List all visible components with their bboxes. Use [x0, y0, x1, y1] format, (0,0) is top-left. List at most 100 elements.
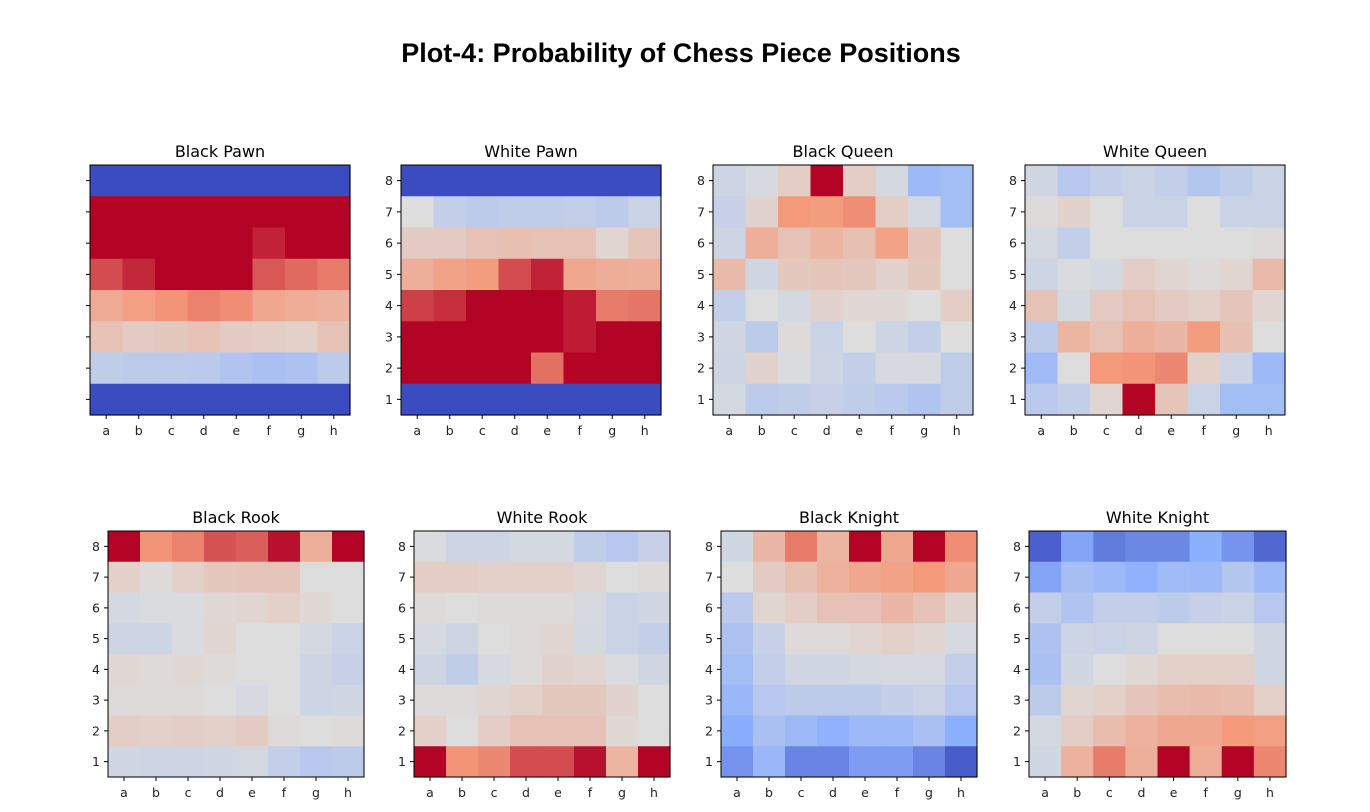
heatmap-cell — [817, 746, 850, 778]
y-tick-label: 8 — [1013, 539, 1021, 554]
heatmap-cell — [268, 684, 301, 717]
y-tick-label: 2 — [1013, 723, 1021, 738]
heatmap-cell — [1029, 561, 1062, 594]
heatmap-cell — [1025, 352, 1059, 385]
heatmap-cell — [940, 227, 974, 260]
heatmap-cell — [466, 383, 500, 416]
heatmap-cell — [285, 258, 319, 291]
heatmap-cell — [1025, 165, 1059, 197]
heatmap-cell — [220, 227, 254, 260]
heatmap-cell — [1189, 715, 1223, 747]
heatmap-cell — [1220, 258, 1254, 291]
heatmap-cell — [1187, 227, 1221, 260]
heatmap-cell — [817, 654, 850, 686]
heatmap-black-queen: Black Queen a b c d e f g h 8 7 6 5 4 3 2 1 — [697, 142, 974, 438]
heatmap-cell — [1125, 654, 1159, 686]
heatmap-cell — [90, 352, 124, 385]
x-tick-label: d — [216, 785, 224, 800]
heatmap-cell — [478, 561, 511, 594]
heatmap-cell — [478, 746, 511, 778]
heatmap-cell — [810, 321, 844, 354]
x-tick-label: b — [446, 423, 454, 438]
heatmap-cell — [606, 561, 639, 594]
heatmap-cell — [940, 321, 974, 354]
heatmap-cell — [300, 715, 333, 747]
plot-title: Black Queen — [793, 142, 894, 161]
heatmap-cell — [1252, 227, 1286, 260]
heatmap-cell — [332, 592, 365, 624]
heatmap-cell — [285, 290, 319, 322]
y-tick-label: 2 — [92, 723, 100, 738]
heatmap-cell — [122, 383, 156, 416]
heatmap-cell — [401, 227, 435, 260]
y-tick-label: 3 — [385, 329, 393, 344]
heatmap-cell — [945, 654, 978, 686]
heatmap-cell — [542, 654, 575, 686]
x-tick-label: c — [491, 785, 498, 800]
heatmap-cell — [332, 531, 365, 563]
heatmap-cell — [945, 531, 978, 563]
heatmap-cell — [606, 654, 639, 686]
x-tick-label: d — [823, 423, 831, 438]
heatmap-cell — [542, 684, 575, 717]
heatmap-cell — [1157, 715, 1191, 747]
heatmap-cell — [1090, 196, 1124, 229]
x-tick-label: c — [168, 423, 175, 438]
heatmap-cell — [810, 352, 844, 385]
heatmap-cell — [90, 290, 124, 322]
y-tick-label: 6 — [398, 600, 406, 615]
heatmap-cell — [713, 290, 747, 322]
heatmap-white-pawn: White Pawn a b c d e f g h 8 7 6 5 4 3 2 1 — [385, 142, 662, 438]
heatmap-cell — [155, 258, 189, 291]
heatmap-cell — [510, 561, 543, 594]
heatmap-cell — [1220, 227, 1254, 260]
heatmap-cell — [881, 623, 914, 655]
x-tick-label: a — [102, 423, 110, 438]
heatmap-cell — [498, 290, 532, 322]
x-tick-label: b — [1070, 423, 1078, 438]
heatmap-cell — [1253, 623, 1287, 655]
y-tick-label: 5 — [1013, 631, 1021, 646]
heatmap-cell — [1090, 321, 1124, 354]
x-tick-label: b — [458, 785, 466, 800]
heatmap-cell — [1189, 561, 1223, 594]
x-tick-label: a — [733, 785, 741, 800]
heatmap-cell — [414, 623, 447, 655]
heatmap-cell — [252, 165, 286, 197]
heatmap-cell — [596, 290, 630, 322]
heatmap-cell — [638, 715, 671, 747]
y-tick-label: 8 — [1009, 173, 1017, 188]
heatmap-cell — [122, 290, 156, 322]
heatmap-cell — [1252, 321, 1286, 354]
heatmap-cell — [187, 165, 221, 197]
heatmap-cell — [1061, 746, 1094, 778]
heatmap-cell — [1029, 592, 1062, 624]
heatmap-cell — [510, 623, 543, 655]
heatmap-cell — [1253, 561, 1287, 594]
heatmap-cell — [638, 654, 671, 686]
heatmap-cell — [940, 383, 974, 416]
heatmap-cell — [881, 531, 914, 563]
heatmap-cell — [563, 290, 597, 322]
heatmap-cell — [1155, 165, 1189, 197]
heatmap-cell — [596, 165, 630, 197]
heatmap-cell — [531, 165, 565, 197]
x-tick-label: a — [1037, 423, 1045, 438]
heatmap-cell — [155, 383, 189, 416]
x-tick-label: f — [282, 785, 287, 800]
heatmap-cell — [300, 684, 333, 717]
heatmap-cell — [1125, 715, 1159, 747]
heatmap-cell — [1221, 561, 1255, 594]
heatmap-cell — [745, 196, 779, 229]
heatmap-cell — [172, 746, 205, 778]
heatmap-cell — [1221, 715, 1255, 747]
heatmap-black-rook: Black Rook a b c d e f g h 8 7 6 5 4 3 2 1 — [92, 508, 365, 800]
heatmap-cell — [1189, 684, 1223, 717]
x-tick-label: a — [725, 423, 733, 438]
heatmap-cell — [414, 531, 447, 563]
heatmap-cell — [1057, 258, 1091, 291]
x-tick-label: e — [248, 785, 256, 800]
heatmap-cell — [574, 684, 607, 717]
y-tick-label: 1 — [398, 754, 406, 769]
plot-frame — [107, 530, 365, 778]
